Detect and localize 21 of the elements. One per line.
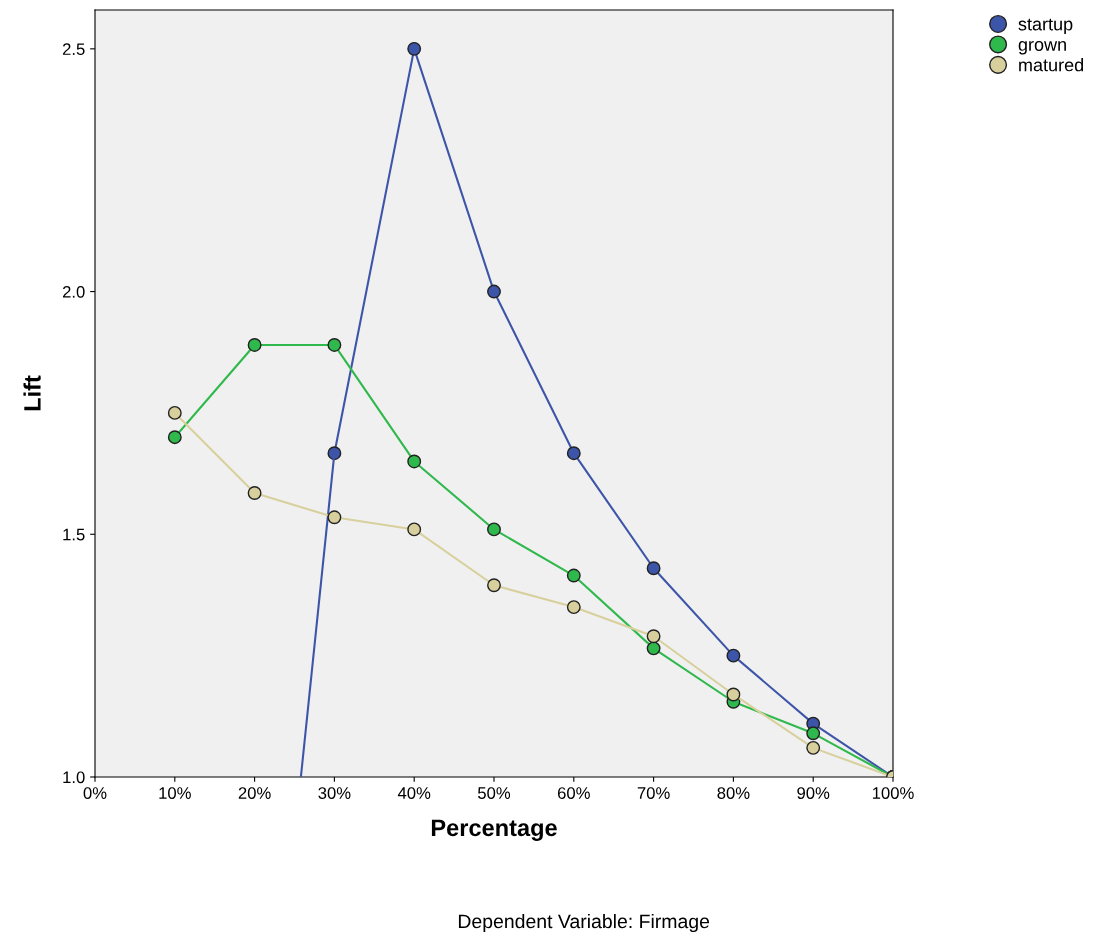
x-tick-label: 100% — [872, 787, 914, 799]
x-tick-label: 40% — [397, 787, 431, 799]
legend-label: grown — [1018, 41, 1066, 55]
x-tick-label: 10% — [159, 787, 191, 799]
text: Dependent Variable: Firmage — [458, 913, 710, 933]
legend-label: matured — [1019, 58, 1084, 72]
x-tick-label: 80% — [717, 787, 750, 799]
x-tick-label: 50% — [477, 787, 511, 799]
y-tick-label: 1.0 — [63, 771, 85, 784]
y-tick-label: 1.5 — [63, 528, 85, 541]
x-tick-label: 90% — [797, 787, 830, 799]
x-tick-label: 20% — [238, 787, 271, 799]
x-tick-label: 70% — [637, 787, 670, 799]
y-axis-title: Lift — [23, 375, 41, 411]
x-tick-label: 30% — [318, 787, 351, 799]
x-tick-label: 0% — [83, 787, 107, 799]
y-tick-label: 2.5 — [62, 43, 85, 56]
x-axis-title: Percentage — [431, 819, 557, 841]
y-tick-label: 2.0 — [62, 285, 85, 298]
x-tick-label: 60% — [557, 787, 590, 799]
legend-label: startup — [1018, 18, 1073, 35]
